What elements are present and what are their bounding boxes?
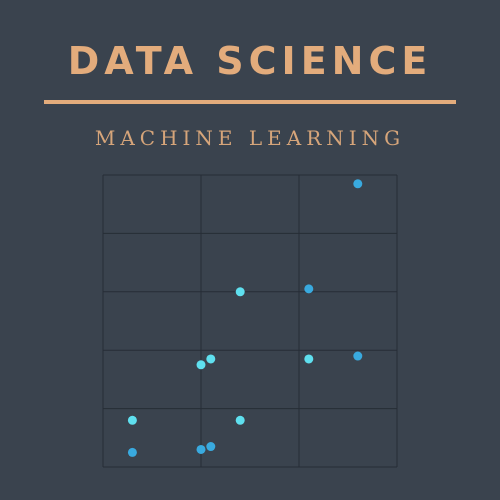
title-divider	[44, 100, 456, 104]
data-point	[304, 284, 314, 294]
data-point	[127, 415, 137, 425]
data-point	[127, 447, 137, 457]
page-subtitle: MACHINE LEARNING	[94, 126, 406, 150]
data-point	[304, 354, 314, 364]
data-point	[353, 179, 363, 189]
data-point	[235, 415, 245, 425]
data-point	[353, 351, 363, 361]
data-point	[206, 442, 216, 452]
data-point	[235, 287, 245, 297]
plot-grid	[102, 174, 398, 468]
data-point	[206, 354, 216, 364]
data-point	[196, 360, 206, 370]
page-title: DATA SCIENCE	[67, 39, 433, 83]
data-point	[196, 444, 206, 454]
plot-points	[127, 179, 363, 457]
